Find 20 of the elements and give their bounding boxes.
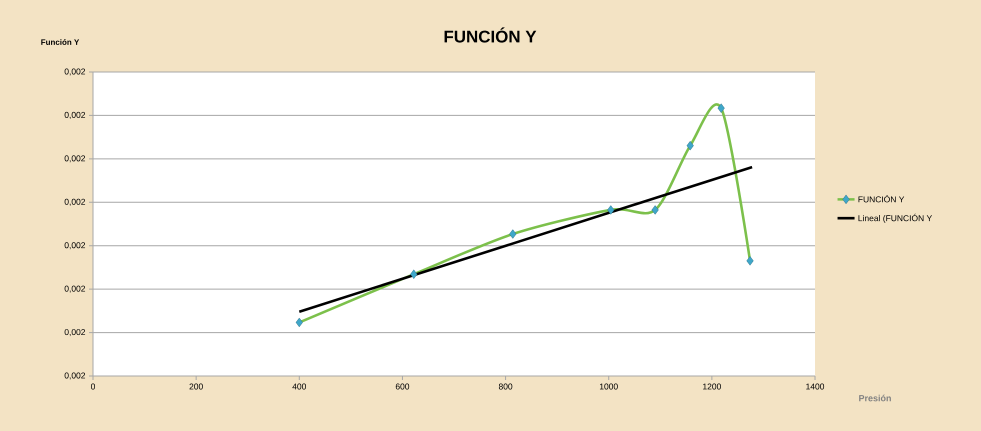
text: 0,002 (64, 329, 86, 336)
text: 0,002 (64, 286, 86, 293)
text: 0,002 (64, 68, 86, 76)
text: 0,002 (64, 372, 86, 380)
text: 0,002 (64, 242, 86, 250)
text: 0,002 (64, 198, 86, 206)
chart-title: FUNCIÓN Y (444, 27, 536, 43)
x-axis-title: Presión (859, 394, 891, 402)
x-tick-label: 800 (498, 384, 512, 390)
text: 0,002 (64, 155, 86, 162)
x-tick-label: 1400 (806, 384, 824, 390)
legend-label: FUNCIÓN Y (858, 194, 904, 202)
x-tick-label: 200 (190, 384, 203, 390)
x-tick-label: 400 (292, 384, 306, 390)
x-tick-label: 1200 (703, 384, 721, 390)
text: 0,002 (64, 112, 86, 119)
legend-label: Lineal (FUNCIÓN Y (858, 214, 932, 223)
x-tick-label: 600 (396, 384, 410, 390)
x-tick-label: 1000 (600, 384, 618, 390)
x-tick-label: 0 (90, 384, 96, 390)
